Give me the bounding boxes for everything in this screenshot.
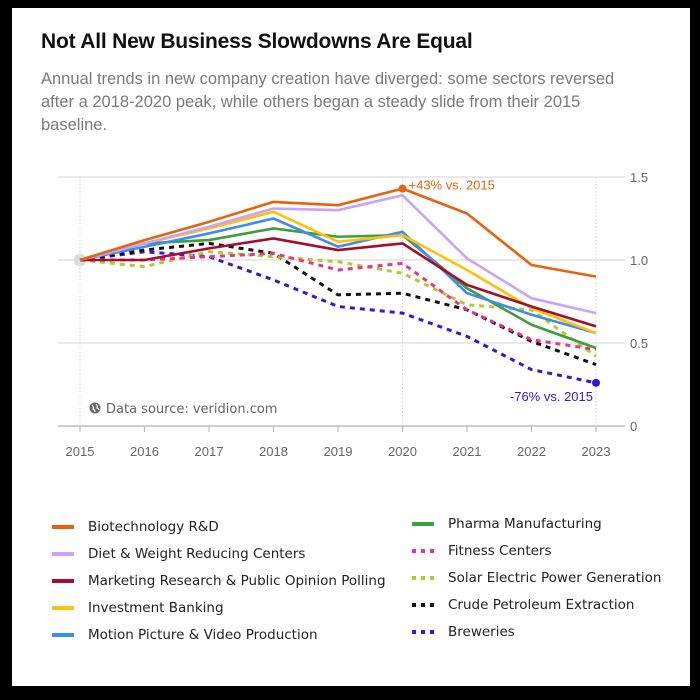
x-tick-label: 2019 (324, 444, 353, 459)
x-tick-label: 2022 (517, 444, 546, 459)
annotations: +43% vs. 2015 -76% vs. 2015 (398, 178, 600, 404)
annotation-point (592, 378, 600, 387)
legend-item[interactable]: Crude Petroleum Extraction (412, 595, 634, 615)
y-tick-label: 0 (630, 419, 637, 434)
chart-title: Not All New Business Slowdowns Are Equal (41, 30, 473, 53)
legend-label: Crude Petroleum Extraction (448, 597, 635, 613)
legend-item[interactable]: Breweries (412, 622, 515, 642)
legend-item[interactable]: Investment Banking (52, 598, 224, 618)
series-lines (73, 187, 597, 385)
x-tick-label: 2023 (582, 444, 611, 459)
legend-swatch (412, 549, 434, 553)
legend-item[interactable]: Pharma Manufacturing (412, 514, 602, 534)
annotation-point (398, 184, 407, 193)
x-tick-label: 2018 (259, 444, 288, 459)
y-axis: 0 0.5 1.0 1.5 (630, 170, 648, 434)
legend-swatch (412, 603, 434, 607)
x-tick-label: 2015 (66, 444, 95, 459)
legend-swatch (412, 522, 434, 526)
legend-swatch (52, 633, 74, 637)
legend-label: Pharma Manufacturing (448, 516, 602, 532)
legend-swatch (52, 606, 74, 610)
series-line-biotechnology-r-d (79, 187, 597, 278)
legend-swatch (52, 525, 74, 529)
legend-swatch (412, 630, 434, 634)
legend-swatch (52, 552, 74, 556)
legend-item[interactable]: Diet & Weight Reducing Centers (52, 544, 305, 564)
legend-label: Biotechnology R&D (88, 519, 219, 535)
x-tick-label: 2021 (453, 444, 482, 459)
series-line-diet-weight-reducing-centers (79, 193, 597, 315)
series-line-investment-banking (79, 210, 597, 335)
y-tick-label: 1.0 (630, 253, 648, 268)
legend-item[interactable]: Solar Electric Power Generation (412, 568, 661, 588)
y-tick-label: 1.5 (630, 170, 648, 185)
data-source-label: Data source: veridion.com (106, 402, 277, 417)
data-source: Data source: veridion.com (89, 402, 277, 417)
legend-swatch (412, 576, 434, 580)
legend-label: Motion Picture & Video Production (88, 627, 318, 643)
legend-label: Marketing Research & Public Opinion Poll… (88, 573, 386, 589)
legend-label: Diet & Weight Reducing Centers (88, 546, 306, 562)
legend-label: Breweries (448, 624, 515, 640)
globe-icon (89, 402, 101, 414)
x-tick-label: 2017 (195, 444, 224, 459)
x-axis: 2015 2016 2017 2018 2019 2020 2021 2022 2023 (66, 426, 611, 459)
y-tick-label: 0.5 (630, 336, 648, 351)
series-line-fitness-centers (80, 251, 597, 352)
legend-label: Solar Electric Power Generation (448, 570, 662, 586)
series-line-marketing-research-public-opinion-polling (80, 237, 597, 328)
legend-item[interactable]: Fitness Centers (412, 541, 552, 561)
legend-label: Investment Banking (88, 600, 224, 616)
series-line-motion-picture-video-production (79, 217, 597, 335)
series-line-solar-electric-power-generation (79, 250, 597, 358)
annotation-label: -76% vs. 2015 (510, 389, 593, 404)
legend-item[interactable]: Motion Picture & Video Production (52, 625, 318, 645)
legend-item[interactable]: Biotechnology R&D (52, 517, 219, 537)
annotation-label: +43% vs. 2015 (409, 178, 495, 193)
legend-swatch (52, 579, 74, 583)
x-tick-label: 2016 (130, 444, 159, 459)
x-tick-label: 2020 (388, 444, 417, 459)
legend-item[interactable]: Marketing Research & Public Opinion Poll… (52, 571, 386, 591)
legend-label: Fitness Centers (448, 543, 552, 559)
chart-subtitle: Annual trends in new company creation ha… (41, 70, 615, 134)
